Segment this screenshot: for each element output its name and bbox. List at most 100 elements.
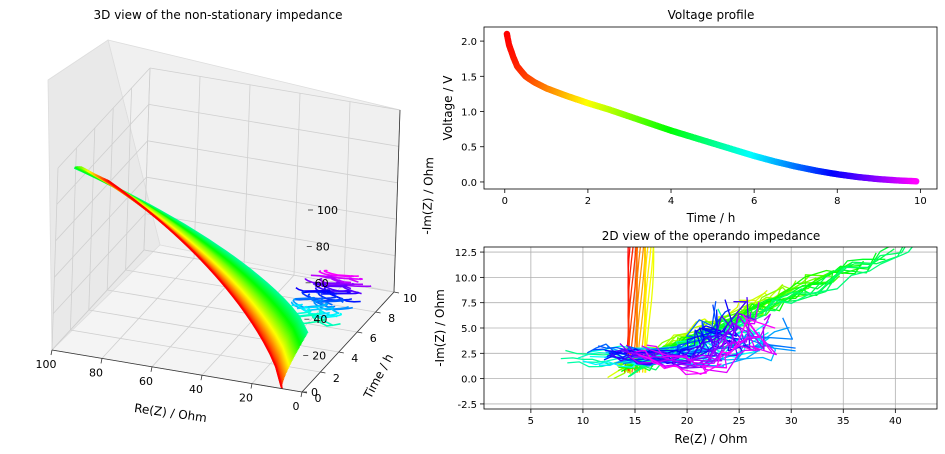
impedance-curve-3d [321, 285, 362, 295]
nyquist-y-tick-label: -2.5 [457, 400, 477, 411]
grid-3d-left-time [70, 147, 77, 331]
grid-3d-floor-re [101, 258, 195, 359]
nyquist-y-tick-label: 5.0 [461, 324, 477, 335]
impedance-curve-3d [296, 305, 338, 318]
nyquist-x-tick-label: 10 [577, 416, 590, 427]
x-3d-tick-label: 40 [189, 383, 203, 396]
y-3d-tick-label: 6 [370, 332, 377, 345]
impedance-curve-3d [318, 278, 355, 286]
chart-voltage: Voltage profile 0 2 4 6 8 10 0.0 0.5 1.0 1.5 2.0 T… [441, 8, 938, 225]
nyquist-x-tick-label: 5 [528, 416, 534, 427]
z-axis-3d-label: -Im(Z) / Ohm [420, 157, 437, 235]
impedance-curve-2d [638, 318, 776, 375]
x-axis-3d-label: Re(Z) / Ohm [133, 401, 207, 425]
voltage-y-tick-label: 1.0 [461, 108, 477, 119]
y-3d-tick-label: 0 [315, 392, 322, 405]
z-3d-tick-label: 40 [313, 313, 327, 326]
nyquist-y-tick-label: 0.0 [461, 375, 477, 386]
chart-3d-title: 3D view of the non-stationary impedance [94, 8, 343, 22]
voltage-x-tick-label: 10 [914, 196, 927, 207]
grid-3d-floor-re [201, 274, 295, 376]
y-3d-tick-label: 2 [333, 372, 340, 385]
nyquist-y-tick-label: 7.5 [461, 299, 477, 310]
chart-voltage-frame [483, 26, 938, 190]
voltage-x-tick-label: 2 [585, 196, 591, 207]
grid-3d-back-im [147, 140, 398, 184]
nyquist-x-tick-label: 15 [629, 416, 642, 427]
grid-3d-back-re [193, 76, 201, 259]
nyquist-x-tick-label: 35 [837, 416, 850, 427]
impedance-curve-3d [301, 313, 341, 327]
impedance-curve-3d [294, 296, 336, 308]
voltage-y-tick-label: 2.0 [461, 37, 477, 48]
impedance-curve-2d [627, 247, 904, 378]
chart-voltage-ylabel: Voltage / V [441, 75, 455, 141]
grid-3d-left-time [88, 127, 96, 311]
impedance-curve-2d [636, 313, 771, 362]
grid-3d-left-im [55, 140, 148, 242]
voltage-y-tick-label: 0.0 [461, 178, 477, 189]
chart-nyquist-title: 2D view of the operando impedance [602, 229, 821, 243]
impedance-curve-2d [586, 319, 712, 354]
chart-voltage-title: Voltage profile [668, 8, 755, 22]
grid-3d-back-im [145, 213, 396, 256]
y-3d-tick-label: 4 [351, 352, 358, 365]
y-axis-3d-label: Time / h [360, 351, 396, 401]
grid-3d-left-im [57, 67, 151, 169]
x-3d-tick-mark [200, 375, 203, 381]
y-3d-tick-mark [357, 331, 363, 334]
impedance-curve-3d [323, 269, 360, 278]
impedance-curve-3d [315, 299, 353, 311]
x-3d-tick-label: 20 [239, 392, 253, 405]
impedance-curve-2d [635, 314, 773, 376]
chart-nyquist-curves [560, 247, 914, 380]
voltage-x-tick-label: 8 [834, 196, 840, 207]
x-axis-3d-line [51, 349, 303, 393]
voltage-x-tick-label: 6 [751, 196, 757, 207]
impedance-curve-3d [107, 179, 283, 389]
grid-3d-back-im [149, 67, 401, 111]
impedance-curve-2d [610, 300, 747, 365]
y-axis-3d-line [301, 291, 395, 393]
nyquist-x-tick-label: 40 [889, 416, 902, 427]
z-axis-3d-line [393, 109, 401, 293]
grid-3d-left-time [125, 87, 132, 271]
z-3d-tick-label: 60 [315, 277, 329, 290]
y-3d-tick-mark [375, 311, 381, 314]
grid-3d-back-im [148, 104, 399, 147]
chart-voltage-ticks: 0 2 4 6 8 10 0.0 0.5 1.0 1.5 2.0 [461, 37, 927, 207]
voltage-point [913, 178, 920, 185]
z-3d-tick-label: 0 [311, 386, 318, 399]
grid-3d-left-im [54, 176, 147, 278]
nyquist-y-tick-label: 10.0 [455, 273, 477, 284]
y-3d-tick-mark [393, 291, 400, 294]
voltage-y-tick-label: 1.5 [461, 72, 477, 83]
chart-nyquist-xlabel: Re(Z) / Ohm [674, 432, 747, 446]
impedance-curve-3d [321, 292, 361, 303]
y-3d-tick-mark [338, 351, 344, 354]
chart-voltage-xlabel: Time / h [686, 211, 736, 225]
chart-nyquist-ylabel: -Im(Z) / Ohm [433, 289, 447, 367]
y-3d-tick-label: 10 [403, 292, 417, 305]
nyquist-x-tick-label: 30 [785, 416, 798, 427]
chart-3d-grid [51, 67, 401, 393]
x-3d-tick-label: 60 [139, 375, 153, 388]
impedance-curve-3d [301, 306, 340, 315]
impedance-curve-3d [314, 287, 351, 295]
x-3d-tick-mark [300, 391, 303, 398]
impedance-curve-2d [641, 301, 760, 365]
chart-nyquist: 2D view of the operando impedance 5 10 15 2… [433, 229, 938, 446]
x-3d-tick-mark [250, 383, 253, 389]
nyquist-y-tick-label: 12.5 [455, 248, 477, 259]
nyquist-x-tick-label: 25 [733, 416, 746, 427]
z-3d-tick-label: 80 [316, 240, 330, 253]
impedance-curve-3d [314, 283, 350, 292]
impedance-curve-3d [318, 270, 355, 278]
y-3d-tick-label: 8 [388, 312, 395, 325]
impedance-curve-3d [336, 279, 372, 288]
voltage-x-tick-label: 0 [502, 196, 508, 207]
grid-3d-left-im [56, 104, 150, 205]
chart-3d: 3D view of the non-stationary impedance … [36, 8, 437, 425]
z-3d-tick-label: 100 [317, 204, 338, 217]
